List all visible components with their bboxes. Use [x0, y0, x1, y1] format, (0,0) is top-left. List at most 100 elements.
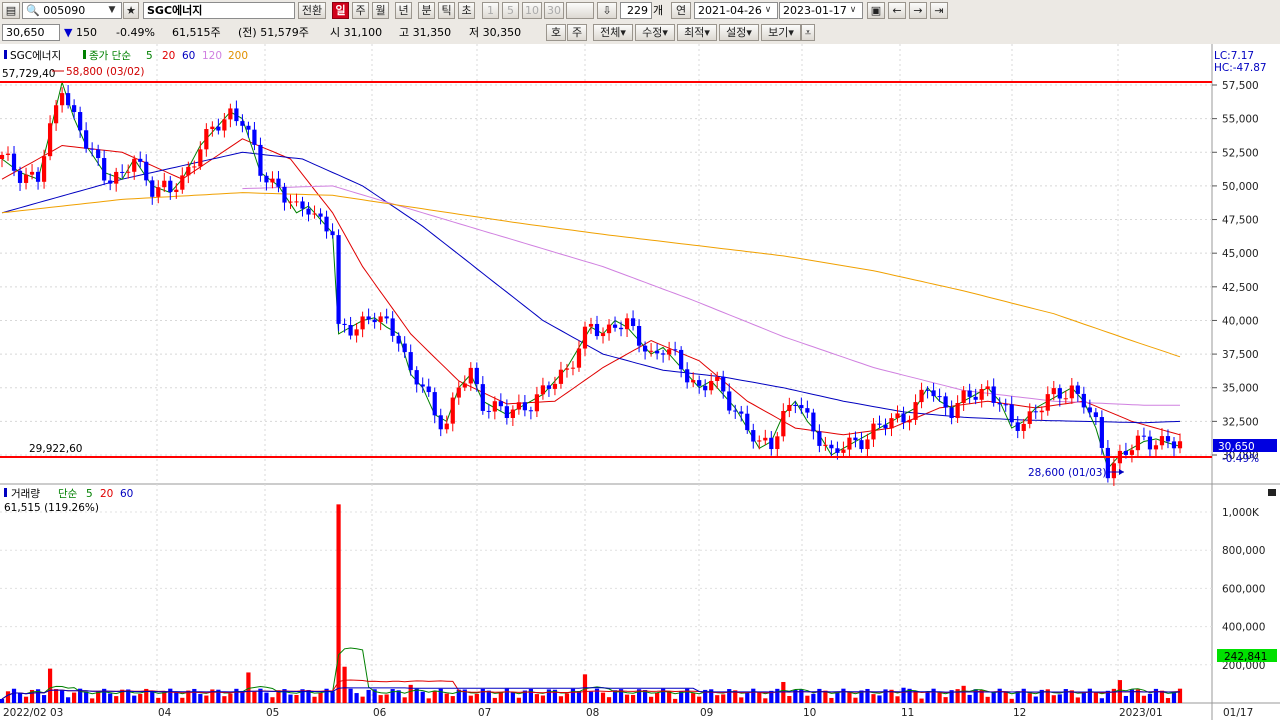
menu-settings-button[interactable]: 설정▾	[719, 24, 759, 41]
volume-bar	[570, 688, 576, 703]
volume-bar	[258, 688, 263, 703]
chevron-down-icon[interactable]: ∨	[764, 5, 772, 15]
chevron-down-icon[interactable]: ▼	[108, 5, 116, 15]
volume-bar	[823, 690, 828, 703]
candle-body	[258, 144, 263, 176]
candle-body	[288, 201, 293, 203]
candle-body	[47, 123, 53, 157]
candle-body	[673, 349, 678, 351]
order-button[interactable]: 주	[567, 24, 587, 41]
candle-body	[1069, 385, 1074, 399]
candle-body	[1081, 393, 1086, 408]
search-icon[interactable]: 🔍	[26, 4, 40, 17]
tab-month[interactable]: 월	[372, 2, 389, 19]
volume-bar	[636, 689, 642, 703]
volume-bar	[276, 690, 281, 703]
range-year-button[interactable]: 연	[671, 2, 691, 19]
candle-body	[877, 423, 882, 425]
volume-bar	[835, 692, 840, 703]
volume-bar	[59, 690, 65, 703]
high-level-label: 57,729,40	[2, 68, 55, 80]
menu-icon[interactable]: ▤	[2, 2, 20, 19]
high-note: 58,800 (03/02)	[66, 66, 145, 78]
candle-body	[456, 387, 461, 398]
date-from-field[interactable]: 2021-04-26 ∨	[694, 2, 778, 19]
quote-button[interactable]: 호	[546, 24, 566, 41]
volume-bar	[751, 688, 756, 703]
volume-bar	[799, 689, 804, 703]
legend-marker	[83, 50, 86, 59]
panel-menu-icon[interactable]	[1268, 489, 1276, 496]
tab-tick[interactable]: 틱	[438, 2, 455, 19]
custom-period-button[interactable]	[566, 2, 594, 19]
volume-tick-label: 1,000K	[1222, 507, 1260, 519]
tab-day[interactable]: 일	[332, 2, 349, 19]
volume-bar	[312, 696, 317, 703]
stock-code-input[interactable]: 🔍 005090 ▼	[22, 2, 122, 19]
minute-30-button[interactable]: 30	[544, 2, 564, 19]
arrow-right-icon[interactable]: →	[909, 2, 927, 19]
tab-year[interactable]: 년	[395, 2, 412, 19]
volume-bar	[114, 696, 119, 703]
volume-bar	[859, 690, 864, 703]
candle-body	[925, 389, 930, 391]
candle-body	[414, 370, 419, 385]
chevron-down-icon[interactable]: ∨	[849, 5, 857, 15]
volume-bar	[35, 689, 41, 703]
arrow-left-icon[interactable]: ←	[888, 2, 906, 19]
candle-body	[23, 174, 29, 183]
candle-body	[384, 316, 389, 319]
minute-10-button[interactable]: 10	[522, 2, 542, 19]
volume-bar	[925, 691, 930, 703]
volume-bar	[300, 689, 305, 703]
candle-body	[204, 129, 209, 150]
stock-name-field[interactable]: SGC에너지	[143, 2, 295, 19]
x-tick-label: 07	[478, 707, 491, 719]
volume-bar	[498, 692, 503, 703]
legend-ma-60: 60	[182, 50, 195, 62]
arrow-down-icon[interactable]: ⇩	[597, 2, 617, 19]
tab-second[interactable]: 초	[458, 2, 475, 19]
legend-vol-ma-60: 60	[120, 488, 133, 500]
volume-bar	[973, 689, 978, 703]
candle-body	[306, 208, 311, 215]
candle-body	[336, 235, 341, 324]
count-input[interactable]: 229	[620, 2, 652, 19]
minute-5-button[interactable]: 5	[502, 2, 519, 19]
candle-body	[546, 385, 552, 389]
volume-bar	[715, 695, 720, 703]
volume-bar	[492, 697, 497, 703]
menu-view-button[interactable]: 보기▾	[761, 24, 801, 41]
price-volume-chart[interactable]: 57,500 55,000 52,500 50,000 47,500 45,000 42,5…	[0, 44, 1280, 720]
volume-bar	[901, 687, 906, 703]
fast-forward-icon[interactable]: ⇥	[930, 2, 948, 19]
volume-bar	[919, 698, 924, 703]
tab-minute[interactable]: 분	[418, 2, 435, 19]
candle-body	[715, 376, 720, 381]
volume-bar	[144, 688, 149, 703]
save-icon[interactable]: ▣	[867, 2, 885, 19]
volume-bar	[588, 691, 594, 703]
switch-button[interactable]: 전환	[298, 2, 326, 19]
candle-body	[402, 343, 407, 353]
candle-body	[372, 319, 377, 323]
menu-adjust-button[interactable]: 수정▾	[635, 24, 675, 41]
candle-body	[919, 389, 924, 403]
menu-optimize-button[interactable]: 최적▾	[677, 24, 717, 41]
tab-week[interactable]: 주	[352, 2, 369, 19]
date-to-field[interactable]: 2023-01-17 ∨	[779, 2, 863, 19]
candle-body	[582, 326, 588, 349]
volume-value: 61,515 (119.26%)	[4, 502, 99, 514]
favorite-star-button[interactable]: ★	[123, 2, 139, 19]
legend-ma-5: 5	[146, 50, 153, 62]
candle-body	[624, 318, 630, 330]
lc-value: LC:7.17	[1214, 50, 1254, 62]
minute-1-button[interactable]: 1	[482, 2, 499, 19]
collapse-icon[interactable]: ⩡	[801, 24, 815, 41]
current-pct-label: -0.49%	[1222, 453, 1259, 465]
open-price: 시 31,100	[330, 26, 383, 39]
volume-bar	[126, 689, 131, 703]
candle-body	[366, 316, 371, 320]
menu-all-button[interactable]: 전체▾	[593, 24, 633, 41]
y-tick-label: 52,500	[1222, 147, 1259, 159]
